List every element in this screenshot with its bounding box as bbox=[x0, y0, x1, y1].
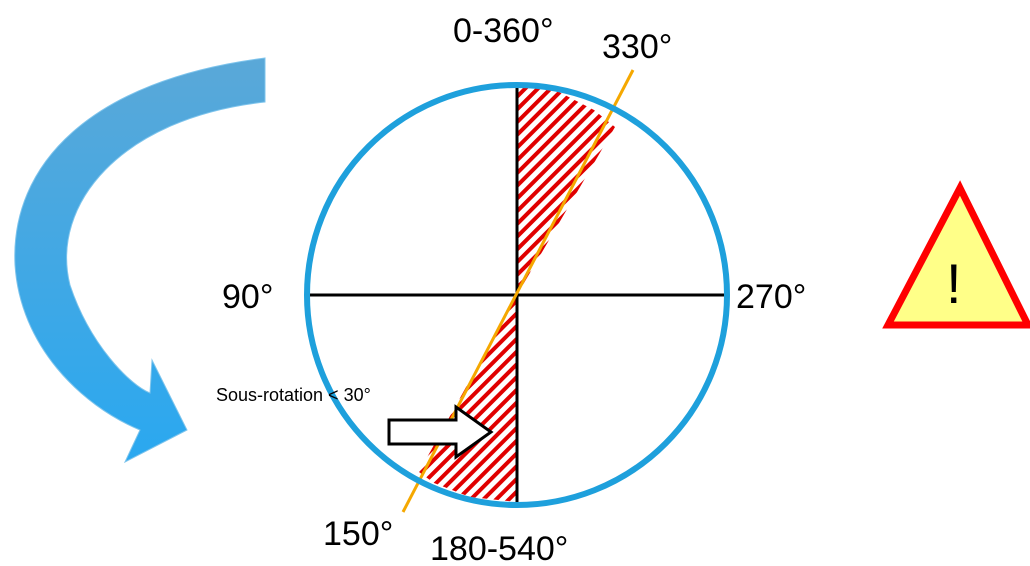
warning-icon: ! bbox=[882, 180, 1030, 329]
label-right: 270° bbox=[736, 278, 806, 316]
label-left: 90° bbox=[222, 278, 273, 316]
rotation-circle bbox=[304, 82, 730, 508]
warning-glyph: ! bbox=[946, 252, 962, 315]
label-bottom: 180-540° bbox=[430, 530, 568, 566]
hatched-region-lower bbox=[419, 295, 517, 502]
curved-arrow-icon bbox=[14, 57, 266, 464]
annotation-undercorrection: Sous-rotation < 30° bbox=[216, 385, 371, 405]
hatched-region-upper bbox=[517, 85, 615, 295]
label-top: 0-360° bbox=[453, 12, 554, 50]
label-top-right: 330° bbox=[602, 28, 672, 66]
label-bottom-left: 150° bbox=[323, 515, 393, 553]
right-arrow-icon bbox=[387, 404, 494, 460]
